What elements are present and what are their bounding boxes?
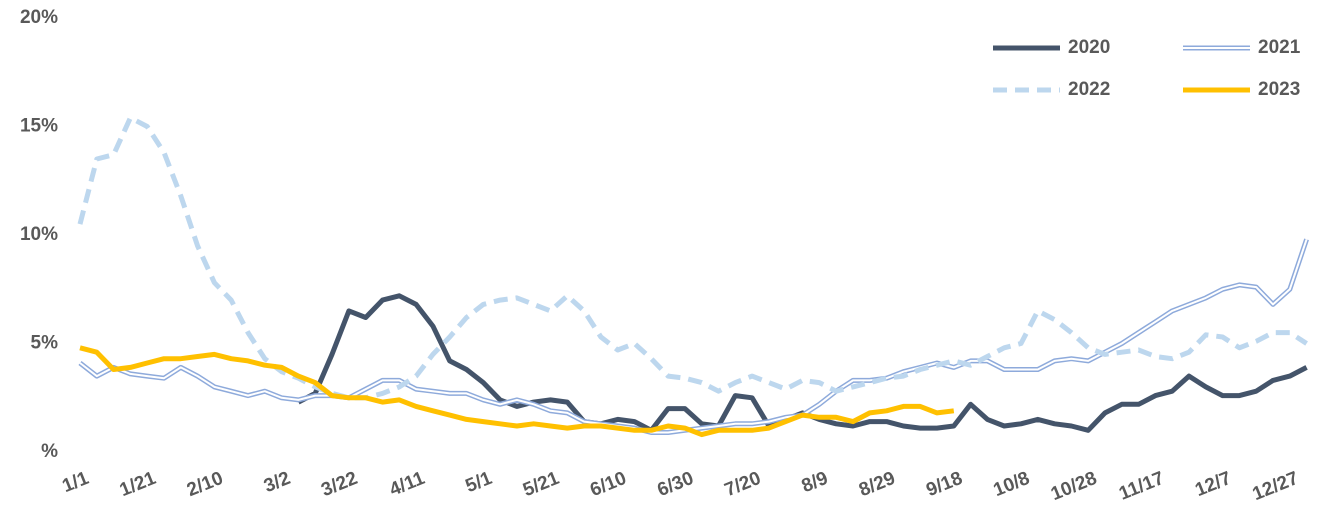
x-tick-label: 5/1 (463, 468, 496, 498)
x-tick-label: 3/2 (261, 468, 293, 497)
x-tick-label: 10/8 (991, 468, 1033, 501)
line (79, 345, 955, 438)
legend-label: 2022 (1068, 79, 1110, 100)
x-tick-label: 1/1 (59, 468, 92, 498)
y-tick-label: 10% (20, 224, 58, 245)
x-tick-label: 8/29 (856, 468, 898, 501)
x-tick-label: 1/21 (117, 468, 160, 501)
x-tick-label: 9/18 (923, 468, 965, 501)
x-tick-label: 8/9 (799, 468, 831, 497)
y-tick-label: 5% (31, 333, 59, 354)
legend-label: 2021 (1258, 37, 1301, 58)
line (297, 293, 1308, 433)
line (77, 115, 1308, 401)
y-tick-label: 15% (20, 116, 58, 137)
x-tick-label: 6/10 (587, 468, 629, 501)
y-tick-label: 20% (20, 7, 58, 28)
y-tick-label: % (41, 441, 58, 462)
x-tick-label: 11/17 (1116, 468, 1167, 505)
x-tick-label: 4/11 (387, 468, 429, 501)
x-tick-label: 2/10 (184, 468, 226, 501)
legend-label: 2020 (1068, 37, 1110, 58)
x-tick-label: 6/30 (655, 468, 697, 501)
x-tick-label: 12/27 (1250, 468, 1302, 505)
x-tick-label: 12/7 (1192, 468, 1234, 501)
x-tick-label: 7/20 (722, 468, 764, 501)
legend-label: 2023 (1258, 79, 1300, 100)
x-tick-label: 5/21 (520, 468, 563, 501)
x-tick-label: 10/28 (1048, 468, 1100, 505)
x-tick-label: 3/22 (318, 468, 360, 501)
